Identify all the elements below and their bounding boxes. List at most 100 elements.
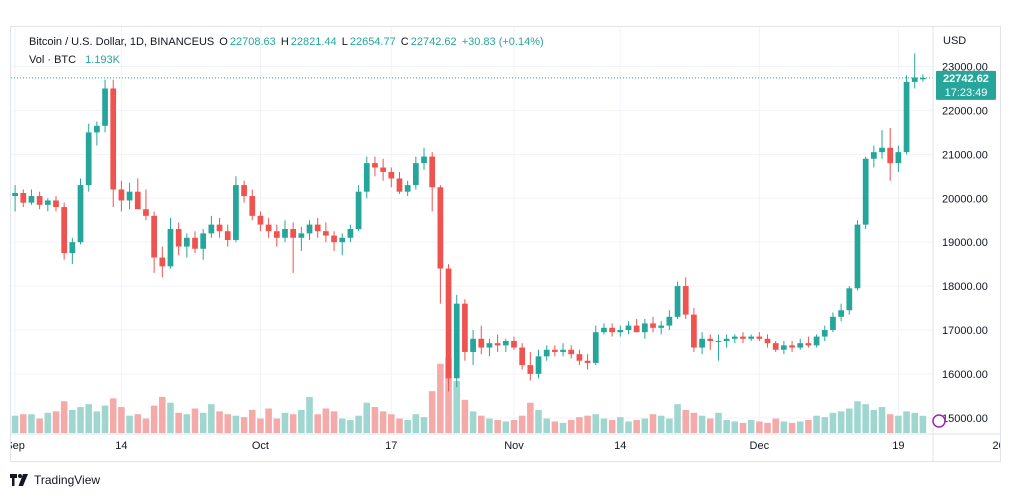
candle-body	[641, 323, 648, 333]
candle-body	[625, 325, 632, 330]
volume-bar	[44, 412, 52, 433]
candle-body	[175, 229, 182, 247]
volume-bar	[248, 409, 256, 433]
price-tag-countdown: 17:23:49	[945, 87, 988, 99]
y-tick-label: 20000.00	[942, 193, 988, 205]
price-tag-value: 22742.62	[943, 73, 989, 85]
candle-body	[290, 229, 297, 238]
low-label: L	[341, 36, 348, 48]
candle-body	[535, 356, 542, 374]
candle-body	[494, 343, 501, 346]
candlestick-chart[interactable]: USD 15000.00 16000.00 17000.00 18000.00 19000…	[11, 27, 1000, 461]
volume-bar	[216, 411, 223, 433]
volume-bar	[404, 420, 411, 433]
candle-body	[666, 316, 673, 326]
volume-bar	[477, 415, 485, 433]
volume-bar	[314, 414, 321, 433]
candle-body	[421, 156, 427, 164]
volume-bar	[862, 404, 869, 433]
volume-bar	[208, 404, 215, 433]
candle-body	[372, 163, 378, 168]
volume-bar	[788, 422, 796, 433]
volume-bar	[706, 418, 714, 433]
candle-body	[143, 209, 149, 216]
volume-bar	[428, 391, 436, 433]
volume-bar	[846, 408, 853, 433]
candle-body	[53, 200, 59, 208]
x-tick-label: 17	[385, 440, 397, 452]
volume-bar	[608, 420, 616, 433]
tradingview-brand[interactable]: TradingView	[34, 473, 101, 487]
candle-body	[691, 314, 697, 348]
volume-bar	[257, 418, 264, 433]
y-tick-label: 15000.00	[942, 413, 988, 425]
y-tick-label: 19000.00	[942, 237, 988, 249]
candle-body	[830, 316, 836, 330]
y-tick-label: 16000.00	[942, 369, 988, 381]
volume-bar	[240, 417, 248, 433]
open-value: 22708.63	[229, 36, 276, 48]
volume-bar	[772, 418, 779, 433]
volume-bar	[690, 412, 698, 433]
volume-bar	[52, 411, 60, 433]
volume-legend: Vol · BTC 1.193K	[29, 54, 122, 66]
candle-body	[903, 81, 910, 153]
volume-bar	[600, 418, 608, 433]
candle-body	[159, 257, 166, 267]
candle-body	[437, 187, 444, 269]
volume-bar	[363, 402, 371, 433]
volume-bar	[625, 421, 632, 433]
candle-body	[445, 268, 452, 379]
volume-bar	[829, 412, 837, 433]
event-marker-icon[interactable]	[932, 414, 946, 428]
change-value: +30.83 (+0.14%)	[461, 36, 544, 48]
candle-body	[478, 338, 485, 348]
candle-body	[797, 343, 804, 348]
tradingview-logo-icon[interactable]	[10, 474, 28, 486]
volume-bar	[649, 414, 657, 433]
candle-body	[396, 178, 403, 192]
candle-body	[519, 347, 526, 366]
volume-bar	[347, 420, 354, 433]
volume-bar	[682, 409, 690, 433]
price-tag	[936, 70, 996, 100]
y-tick-label: 23000.00	[942, 62, 988, 74]
volume-bar	[191, 408, 199, 433]
candle-body	[183, 237, 190, 247]
volume-bar	[911, 412, 919, 433]
symbol-title[interactable]: Bitcoin / U.S. Dollar, 1D, BINANCEUS	[29, 36, 215, 48]
candle-body	[12, 192, 18, 197]
x-tick-label: 14	[115, 440, 127, 452]
candle-body	[208, 224, 215, 234]
candle-body	[772, 343, 779, 350]
volume-bar	[224, 414, 232, 433]
volume-label[interactable]: Vol · BTC	[29, 54, 77, 66]
low-value: 22654.77	[349, 36, 396, 48]
volume-bar	[199, 412, 207, 433]
candle-body	[846, 288, 853, 311]
volume-bar	[739, 422, 747, 433]
candle-body	[682, 286, 689, 315]
candle-body	[85, 132, 92, 186]
ohlc-legend: Bitcoin / U.S. Dollar, 1D, BINANCEUS O 22…	[29, 36, 546, 48]
candle-body	[404, 185, 411, 192]
volume-bar	[118, 407, 125, 433]
candle-body	[748, 336, 755, 339]
candle-body	[650, 323, 656, 328]
candle-body	[486, 343, 493, 348]
candle-body	[331, 235, 337, 243]
volume-bar	[576, 417, 583, 433]
volume-bar	[265, 408, 272, 433]
volume-bar	[85, 404, 92, 433]
footer: TradingView	[10, 471, 100, 489]
candle-body	[298, 233, 305, 238]
candle-body	[28, 196, 35, 203]
volume-bar	[895, 415, 902, 433]
volume-bar	[306, 396, 313, 433]
volume-bar	[445, 358, 452, 433]
candle-body	[355, 191, 362, 229]
candle-body	[388, 171, 395, 179]
candle-body	[102, 88, 108, 126]
volume-bar	[886, 414, 894, 433]
x-tick-label: Sep	[11, 440, 25, 452]
